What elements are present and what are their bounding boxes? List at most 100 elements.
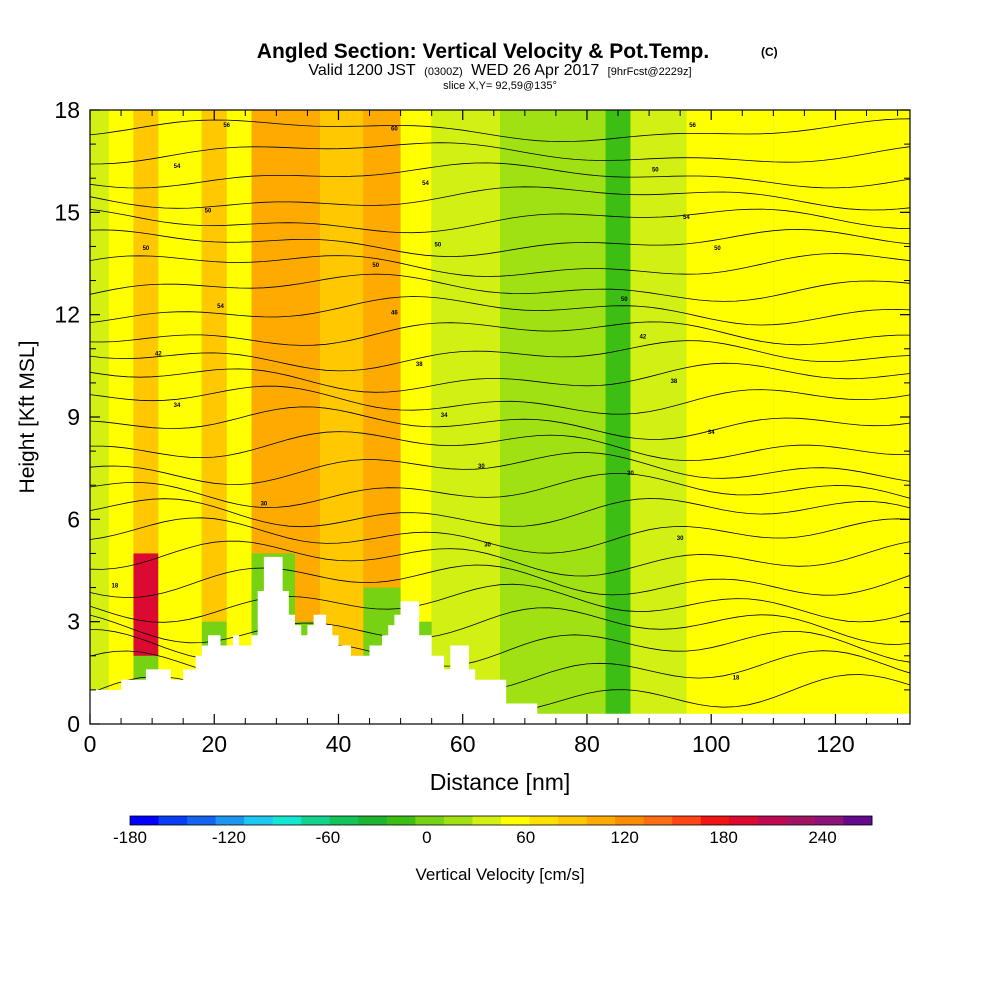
contour-label: 30	[478, 464, 485, 470]
colorbar-swatch	[472, 816, 502, 825]
velocity-cell	[133, 110, 159, 554]
terrain-mask	[90, 556, 910, 724]
contour-label: 18	[112, 584, 119, 590]
x-tick-label: 80	[574, 731, 600, 757]
colorbar-swatch	[386, 816, 416, 825]
velocity-cell	[133, 553, 159, 656]
velocity-cell	[686, 110, 774, 724]
contour-label: 60	[391, 126, 398, 132]
isentrope-line	[90, 431, 910, 462]
isentrope-line	[90, 253, 910, 277]
y-tick-label: 18	[54, 97, 80, 123]
isentrope-line	[90, 385, 910, 415]
isentrope-line	[90, 273, 910, 302]
colorbar-swatch	[244, 816, 274, 825]
contour-label: 42	[155, 352, 162, 358]
colorbar-swatch	[843, 816, 873, 825]
contour-label: 56	[689, 123, 696, 129]
velocity-cell	[363, 110, 401, 588]
colorbar-swatch	[672, 816, 702, 825]
x-axis: 0 20 40 60 80 100 120	[84, 110, 899, 757]
colorbar-swatch	[729, 816, 759, 825]
contour-label: 54	[217, 304, 224, 310]
velocity-cell	[630, 110, 687, 724]
velocity-cell	[158, 110, 202, 724]
colorbar-swatch	[329, 816, 359, 825]
colorbar-swatch	[272, 816, 302, 825]
colorbar-swatch	[529, 816, 559, 825]
contour-label: 38	[671, 379, 678, 385]
isentrope-line	[90, 473, 910, 509]
contour-label: 30	[261, 502, 268, 508]
forecast-tag: [9hrFcst@2229z]	[608, 66, 692, 78]
velocity-cell	[201, 110, 227, 622]
chart-title-unit: (C)	[761, 45, 778, 59]
contour-label: 50	[621, 297, 628, 303]
isentrope-line	[90, 162, 910, 189]
colorbar-swatch	[301, 816, 331, 825]
colorbar-label: Vertical Velocity [cm/s]	[415, 865, 584, 884]
velocity-cell	[431, 110, 500, 690]
contour-label: 50	[435, 242, 442, 248]
x-tick-label: 100	[692, 731, 730, 757]
velocity-cell	[773, 110, 910, 724]
y-tick-label: 6	[67, 506, 80, 532]
contour-label: 30	[484, 543, 491, 549]
colorbar-tick-label: 120	[611, 828, 639, 847]
colorbar-tick-label: 180	[709, 828, 737, 847]
isentrope-line	[90, 498, 910, 528]
x-tick-label: 40	[326, 731, 352, 757]
colorbar-tick-label: -180	[113, 828, 147, 847]
contour-label: 30	[627, 471, 634, 477]
y-tick-label: 9	[67, 404, 80, 430]
contour-label: 34	[174, 403, 181, 409]
contour-label: 54	[422, 181, 429, 187]
valid-zulu: (0300Z)	[424, 66, 463, 78]
colorbar-swatch	[215, 816, 245, 825]
isentrope-line	[90, 186, 910, 211]
y-tick-label: 12	[54, 302, 80, 328]
y-tick-label: 3	[67, 609, 80, 635]
contour-label: 18	[733, 676, 740, 682]
colorbar-swatch	[443, 816, 473, 825]
colorbar-swatch	[814, 816, 844, 825]
slice-info: slice X,Y= 92,59@135°	[443, 80, 557, 92]
contour-label: 50	[714, 246, 721, 252]
isentrope-line	[90, 208, 910, 234]
colorbar-tick-label: 60	[516, 828, 535, 847]
isentrope-line	[90, 340, 910, 372]
isentrope-line	[90, 540, 910, 577]
colorbar-swatch	[501, 816, 530, 825]
plot-area: 56 60 56 54 50 54 50 54 50 50 50 50 50 54 46 42 42 38 38 34…	[90, 110, 910, 724]
x-tick-label: 120	[816, 731, 854, 757]
colorbar-swatch	[158, 816, 188, 825]
valid-date: WED 26 Apr 2017	[471, 62, 599, 79]
isentrope-line	[90, 228, 910, 258]
isentrope-line	[90, 142, 910, 165]
colorbar	[129, 815, 873, 826]
colorbar-swatch	[415, 816, 445, 825]
contour-label: 50	[205, 208, 212, 214]
contour-label: 34	[441, 413, 448, 419]
colorbar-ticks: -180 -120 -60 0 60 120 180 240	[113, 828, 837, 847]
colorbar-swatch	[757, 816, 787, 825]
isentrope-line	[90, 607, 910, 645]
velocity-cell	[319, 110, 364, 656]
contour-labels: 56 60 56 54 50 54 50 54 50 50 50 50 50 54 46 42 42 38 38 34…	[112, 123, 741, 682]
valid-line: Valid 1200 JST (0300Z) WED 26 Apr 2017 […	[308, 62, 691, 79]
valid-prefix: Valid 1200 JST	[308, 62, 416, 79]
velocity-cell	[500, 110, 606, 724]
colorbar-swatch	[615, 816, 645, 825]
y-axis-label: Height [Kft MSL]	[16, 341, 39, 494]
x-tick-label: 0	[84, 731, 97, 757]
contour-label: 34	[708, 430, 715, 436]
isentrope-line	[90, 118, 910, 143]
contour-label: 46	[391, 311, 398, 317]
velocity-cell	[605, 110, 631, 724]
contour-label: 50	[652, 167, 659, 173]
velocity-cell	[108, 110, 134, 724]
y-tick-label: 0	[67, 711, 80, 737]
colorbar-swatch	[358, 816, 388, 825]
